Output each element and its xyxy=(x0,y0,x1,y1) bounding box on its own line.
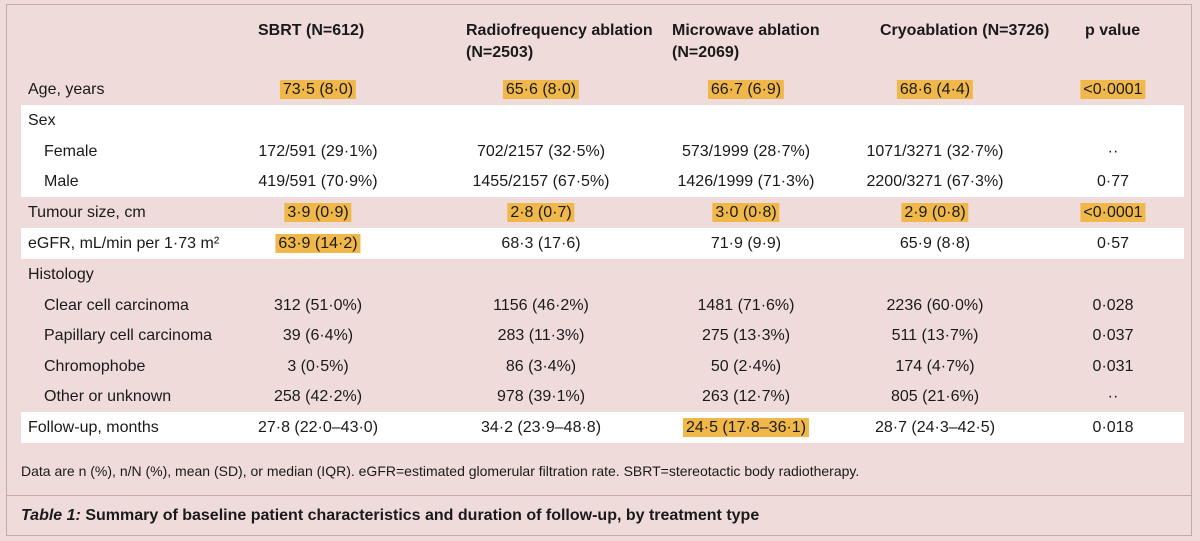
cell-p-value: 0·028 xyxy=(1092,297,1134,314)
cell-value: 1455/2157 (67·5%) xyxy=(472,173,610,190)
table-row: Clear cell carcinoma 312 (51·0%) 1156 (4… xyxy=(0,290,1200,321)
row-label: Histology xyxy=(28,266,94,283)
cell-value: 1426/1999 (71·3%) xyxy=(677,173,815,190)
cell-value: 2236 (60·0%) xyxy=(886,297,984,314)
row-label: Age, years xyxy=(28,81,105,98)
header-rfa-line2: (N=2503) xyxy=(466,44,534,61)
header-sbrt: SBRT (N=612) xyxy=(258,22,365,39)
band-tumour xyxy=(21,197,1184,228)
cell-value: 65·9 (8·8) xyxy=(899,235,971,252)
table-row: Age, years 73·5 (8·0) 65·6 (8·0) 66·7 (6… xyxy=(0,74,1200,105)
cell-value: 65·6 (8·0) xyxy=(502,80,580,99)
table-row: eGFR, mL/min per 1·73 m² 63·9 (14·2) 68·… xyxy=(0,228,1200,259)
cell-value: 3 (0·5%) xyxy=(287,358,349,375)
table-row: Papillary cell carcinoma 39 (6·4%) 283 (… xyxy=(0,320,1200,351)
cell-p-value: ·· xyxy=(1107,388,1119,405)
table-row: Follow-up, months 27·8 (22·0–43·0) 34·2 … xyxy=(0,412,1200,443)
caption-number: Table 1: xyxy=(21,507,81,524)
cell-value: 3·0 (0·8) xyxy=(712,203,780,222)
cell-value: 24·5 (17·8–36·1) xyxy=(682,418,810,437)
cell-value: 1156 (46·2%) xyxy=(493,297,589,314)
cell-value: 978 (39·1%) xyxy=(496,388,586,405)
cell-value: 68·3 (17·6) xyxy=(501,235,581,252)
table-row: Other or unknown 258 (42·2%) 978 (39·1%)… xyxy=(0,381,1200,412)
header-mwa-line1: Microwave ablation xyxy=(672,22,820,39)
cell-value: 312 (51·0%) xyxy=(273,297,363,314)
row-label: Chromophobe xyxy=(44,358,146,375)
cell-value: 2200/3271 (67·3%) xyxy=(866,173,1004,190)
row-label: Female xyxy=(44,143,98,160)
table-row: Male 419/591 (70·9%) 1455/2157 (67·5%) 1… xyxy=(0,166,1200,197)
header-rfa-line1: Radiofrequency ablation xyxy=(466,22,653,39)
cell-value: 283 (11·3%) xyxy=(497,327,585,344)
table-row: Chromophobe 3 (0·5%) 86 (3·4%) 50 (2·4%)… xyxy=(0,351,1200,382)
table-frame xyxy=(6,4,1192,536)
cell-value: 66·7 (6·9) xyxy=(707,80,785,99)
cell-value: 258 (42·2%) xyxy=(273,388,363,405)
cell-value: 174 (4·7%) xyxy=(895,358,975,375)
cell-p-value: <0·0001 xyxy=(1080,80,1146,99)
table-footnote: Data are n (%), n/N (%), mean (SD), or m… xyxy=(21,463,860,479)
cell-value: 1071/3271 (32·7%) xyxy=(866,143,1004,160)
cell-value: 71·9 (9·9) xyxy=(710,235,782,252)
cell-value: 28·7 (24·3–42·5) xyxy=(874,419,996,436)
cell-value: 805 (21·6%) xyxy=(890,388,980,405)
table-row: Female 172/591 (29·1%) 702/2157 (32·5%) … xyxy=(0,136,1200,167)
header-mwa-line2: (N=2069) xyxy=(672,44,740,61)
row-label: Papillary cell carcinoma xyxy=(44,327,213,344)
row-label: Male xyxy=(44,173,79,190)
table-row: Sex xyxy=(0,105,1200,136)
cell-value: 39 (6·4%) xyxy=(282,327,354,344)
cell-value: 63·9 (14·2) xyxy=(275,234,361,253)
cell-value: 68·6 (4·4) xyxy=(896,80,974,99)
header-p-value: p value xyxy=(1085,22,1141,39)
cell-value: 1481 (71·6%) xyxy=(697,297,795,314)
cell-value: 172/591 (29·1%) xyxy=(258,143,378,160)
cell-value: 263 (12·7%) xyxy=(701,388,791,405)
cell-p-value: 0·037 xyxy=(1092,327,1134,344)
row-label: Follow-up, months xyxy=(28,419,159,436)
cell-p-value: 0·031 xyxy=(1092,358,1134,375)
cell-p-value: ·· xyxy=(1107,143,1119,160)
row-label: Other or unknown xyxy=(44,388,172,405)
row-label: Clear cell carcinoma xyxy=(44,297,189,314)
band-age xyxy=(21,74,1184,105)
band-histology xyxy=(21,259,1184,412)
cell-p-value: 0·57 xyxy=(1096,235,1130,252)
cell-value: 50 (2·4%) xyxy=(710,358,782,375)
row-label: Sex xyxy=(28,112,56,129)
cell-value: 419/591 (70·9%) xyxy=(258,173,378,190)
table-row: Tumour size, cm 3·9 (0·9) 2·8 (0·7) 3·0 … xyxy=(0,197,1200,228)
header-cryoablation: Cryoablation (N=3726) xyxy=(880,22,1050,39)
caption-divider xyxy=(6,495,1192,496)
cell-value: 275 (13·3%) xyxy=(701,327,791,344)
band-egfr xyxy=(21,228,1184,259)
band-followup xyxy=(21,412,1184,443)
table-caption: Table 1: Summary of baseline patient cha… xyxy=(21,507,759,525)
cell-value: 86 (3·4%) xyxy=(505,358,577,375)
cell-value: 73·5 (8·0) xyxy=(279,80,357,99)
cell-value: 511 (13·7%) xyxy=(891,327,979,344)
row-label: eGFR, mL/min per 1·73 m² xyxy=(28,235,220,252)
row-label: Tumour size, cm xyxy=(28,204,146,221)
cell-value: 573/1999 (28·7%) xyxy=(681,143,811,160)
table-row: Histology xyxy=(0,259,1200,290)
cell-value: 2·8 (0·7) xyxy=(507,203,575,222)
cell-value: 34·2 (23·9–48·8) xyxy=(480,419,602,436)
cell-value: 2·9 (0·8) xyxy=(901,203,969,222)
cell-value: 702/2157 (32·5%) xyxy=(476,143,606,160)
cell-p-value: <0·0001 xyxy=(1080,203,1146,222)
cell-p-value: 0·77 xyxy=(1096,173,1130,190)
cell-value: 27·8 (22·0–43·0) xyxy=(257,419,379,436)
band-sex xyxy=(21,105,1184,197)
caption-text: Summary of baseline patient characterist… xyxy=(80,507,760,524)
cell-p-value: 0·018 xyxy=(1092,419,1134,436)
cell-value: 3·9 (0·9) xyxy=(284,203,352,222)
